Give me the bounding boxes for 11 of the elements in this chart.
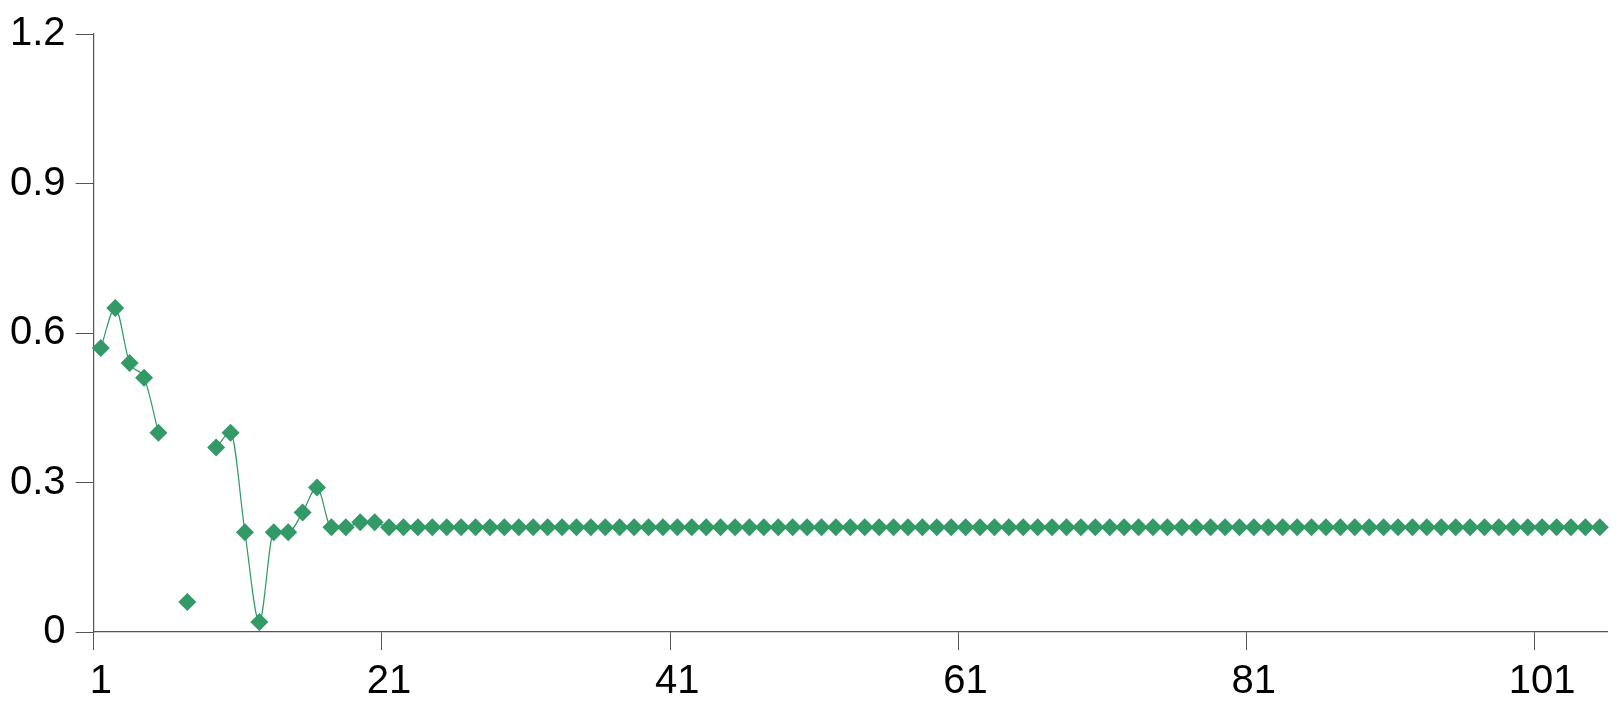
x-tick-label: 41	[655, 657, 700, 702]
y-tick-label: 0.3	[10, 457, 66, 502]
x-tick-label: 21	[366, 657, 412, 702]
x-tick-label: 1	[89, 657, 112, 702]
x-tick-label: 101	[1508, 657, 1576, 702]
y-tick-label: 0.6	[10, 308, 66, 353]
x-tick-label: 81	[1231, 657, 1277, 702]
y-tick-label: 0.9	[10, 158, 66, 203]
y-tick-label: 0	[43, 607, 66, 652]
y-tick-label: 1.2	[10, 9, 66, 54]
x-tick-label: 61	[943, 657, 988, 702]
